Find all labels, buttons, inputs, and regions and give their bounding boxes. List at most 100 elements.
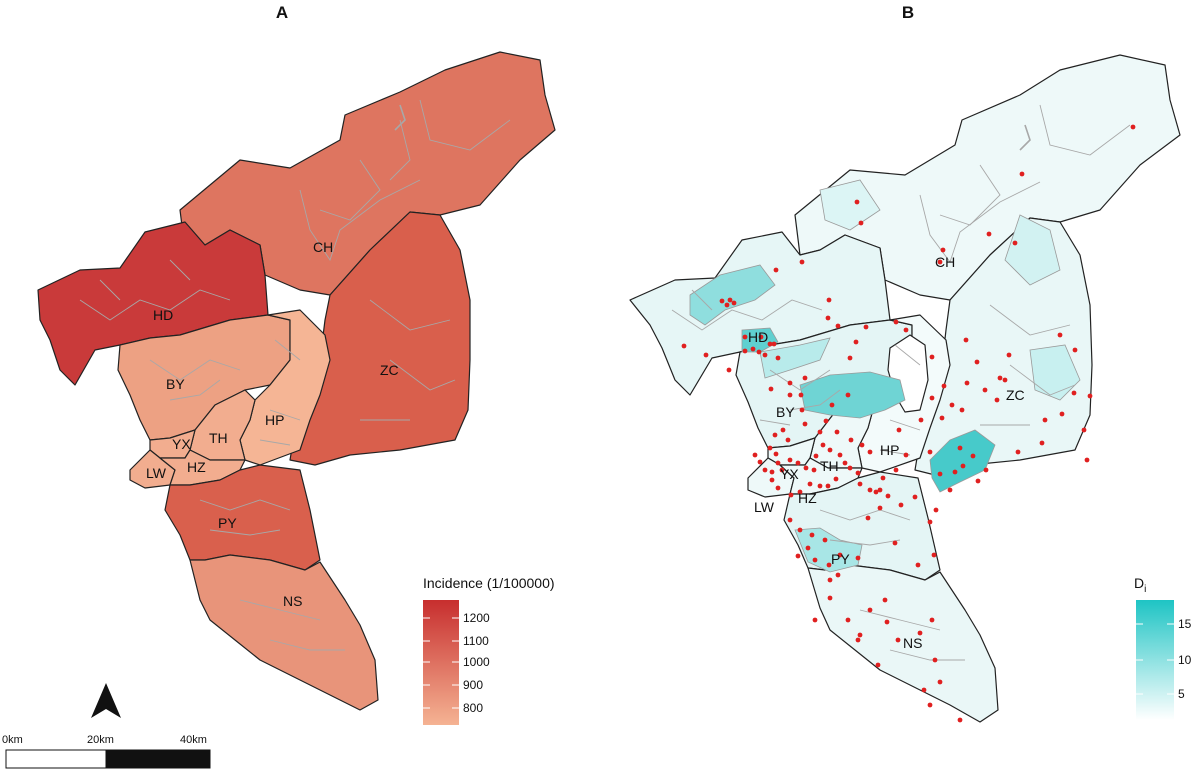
label-hp-a: HP	[265, 412, 284, 428]
case-point	[767, 445, 773, 451]
case-point	[1019, 171, 1025, 177]
legend-a-ticks: 1200 1100 1000 900 800	[423, 611, 490, 715]
case-point	[884, 619, 890, 625]
case-point	[719, 298, 725, 304]
case-point	[867, 487, 873, 493]
case-point	[895, 637, 901, 643]
case-point	[703, 352, 709, 358]
case-point	[805, 545, 811, 551]
panel-a-letter: A	[276, 3, 288, 22]
case-point	[915, 562, 921, 568]
case-point	[853, 339, 859, 345]
case-point	[939, 415, 945, 421]
case-point	[927, 519, 933, 525]
hotspot-ch-east	[1004, 214, 1061, 286]
case-point	[802, 375, 808, 381]
label-hd-a: HD	[153, 307, 173, 323]
case-point	[1072, 347, 1078, 353]
case-point	[877, 487, 883, 493]
label-hz-b: HZ	[798, 490, 817, 506]
case-point	[834, 429, 840, 435]
case-point	[1057, 332, 1063, 338]
case-point	[812, 617, 818, 623]
legend-b-ticks: 15 10 5	[1136, 617, 1192, 701]
case-point	[855, 470, 861, 476]
case-point	[875, 662, 881, 668]
case-point	[873, 489, 879, 495]
case-point	[877, 505, 883, 511]
case-point	[809, 532, 815, 538]
label-by-a: BY	[166, 376, 185, 392]
case-point	[917, 630, 923, 636]
case-point	[929, 354, 935, 360]
hotspot-hd-west	[689, 264, 776, 326]
case-point	[1081, 427, 1087, 433]
district-ns-a	[189, 554, 379, 711]
case-point	[795, 460, 801, 466]
case-point	[863, 324, 869, 330]
case-point	[892, 540, 898, 546]
case-point	[1130, 124, 1136, 130]
panel-a-labels: HD CH ZC BY HP TH YX LW HZ PY NS	[146, 239, 399, 609]
case-point	[957, 717, 963, 723]
case-point	[885, 493, 891, 499]
case-point	[822, 537, 828, 543]
label-hz-a: HZ	[187, 459, 206, 475]
case-point	[780, 427, 786, 433]
hotspot-ch-north	[819, 179, 881, 231]
case-point	[727, 297, 733, 303]
case-point	[826, 562, 832, 568]
case-point	[787, 380, 793, 386]
case-point	[742, 334, 748, 340]
legend-b-tick-label: 10	[1178, 653, 1192, 667]
case-point	[835, 323, 841, 329]
case-point	[857, 481, 863, 487]
case-point	[858, 220, 864, 226]
case-point	[1059, 411, 1065, 417]
label-lw-b: LW	[754, 499, 775, 515]
case-point	[826, 297, 832, 303]
case-point	[865, 515, 871, 521]
case-point	[797, 489, 803, 495]
case-point	[775, 355, 781, 361]
case-point	[829, 402, 835, 408]
case-point	[1015, 449, 1021, 455]
legend-a-tick-label: 1100	[463, 634, 489, 648]
case-point	[867, 449, 873, 455]
legend-b-tick-label: 5	[1178, 687, 1185, 701]
panel-b-map	[629, 54, 1181, 723]
district-ns-b	[807, 564, 999, 723]
case-point	[756, 349, 762, 355]
case-point	[787, 517, 793, 523]
case-point	[813, 453, 819, 459]
case-point	[757, 459, 763, 465]
case-point	[893, 467, 899, 473]
label-zc-b: ZC	[1006, 387, 1025, 403]
legend-a-title: Incidence (1/100000)	[423, 575, 555, 591]
case-point	[896, 427, 902, 433]
panel-b-labels: HD CH ZC BY HP TH YX LW HZ PY NS	[748, 254, 1025, 651]
case-point	[941, 383, 947, 389]
label-lw-a: LW	[146, 465, 167, 481]
hotspot-by-north	[799, 371, 906, 419]
case-point	[827, 595, 833, 601]
case-point	[742, 348, 748, 354]
case-point	[817, 483, 823, 489]
case-point	[927, 449, 933, 455]
case-point	[798, 392, 804, 398]
case-point	[842, 460, 848, 466]
district-py-a	[164, 464, 321, 571]
case-point	[974, 359, 980, 365]
case-point	[903, 452, 909, 458]
case-point	[940, 247, 946, 253]
case-point	[750, 346, 756, 352]
case-point	[949, 402, 955, 408]
case-point	[773, 451, 779, 457]
case-point	[767, 341, 773, 347]
case-point	[845, 392, 851, 398]
legend-b-title: Di	[1134, 575, 1146, 595]
label-ch-b: CH	[935, 254, 955, 270]
case-point	[963, 337, 969, 343]
case-point	[772, 432, 778, 438]
case-point	[882, 597, 888, 603]
